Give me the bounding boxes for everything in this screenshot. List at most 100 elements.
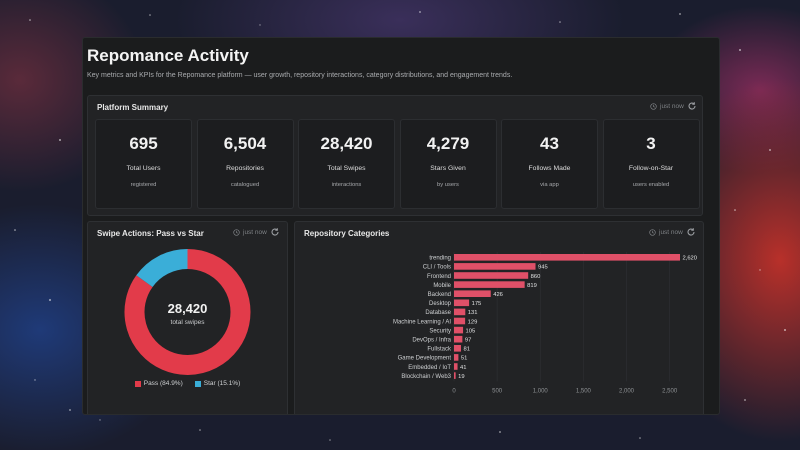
category-label: Embedded / IoT [408,365,451,371]
category-bar[interactable] [454,272,529,279]
category-bar[interactable] [454,263,536,270]
bar-value-label: 2,620 [683,256,698,262]
bar-value-label: 129 [468,319,478,325]
kpi-sublabel: by users [437,182,459,188]
category-label: Machine Learning / AI [393,319,451,325]
bar-value-label: 51 [461,356,467,362]
donut-center-value: 28,420 [168,301,208,316]
kpi-label: Follows Made [528,165,571,172]
category-bar[interactable] [454,254,680,261]
x-tick-label: 0 [452,388,456,394]
category-label: Mobile [433,283,451,289]
category-bar[interactable] [454,335,463,343]
bar-value-label: 175 [472,301,482,307]
x-tick-label: 1,000 [533,388,549,394]
kpi-label: Total Users [126,165,161,172]
kpi-card: 43 Follows Made via app [501,119,598,209]
bar-value-label: 41 [460,365,466,371]
category-bar[interactable] [454,290,491,297]
swipe-actions-updated: just now [233,229,267,236]
categories-bar-chart: 0 500 1,000 1,500 2,000 2,500 trending 2,620 CLI… [393,252,698,394]
category-label: Security [429,328,451,334]
category-label: Blockchain / Web3 [401,374,451,380]
kpi-value: 695 [129,134,158,153]
platform-summary-updated: just now [650,103,684,110]
kpi-card: 695 Total Users registered [95,119,192,209]
kpi-value: 3 [646,134,656,153]
bar-value-label: 426 [493,292,503,298]
legend-label-pass: Pass (84.9%) [143,380,183,387]
x-tick-label: 2,000 [619,388,635,394]
donut-slice-pass[interactable] [124,249,251,375]
category-label: Backend [428,292,451,298]
category-label: DevOps / Infra [412,338,451,344]
category-bar[interactable] [454,345,461,352]
kpi-card: 4,279 Stars Given by users [399,119,497,209]
category-bar[interactable] [454,326,464,334]
bar-value-label: 819 [527,283,537,289]
kpi-sublabel: users enabled [632,182,670,188]
category-bar[interactable] [454,317,466,325]
legend-item-pass[interactable]: Pass (84.9%) [134,380,183,387]
clock-icon [649,229,656,236]
category-label: Desktop [429,301,452,307]
x-tick-label: 1,500 [576,388,592,394]
donut-center-label: total swipes [171,319,206,326]
swipe-actions-title: Swipe Actions: Pass vs Star [97,229,204,238]
x-tick-label: 2,500 [662,388,678,394]
dashboard-panel: Repomance Activity Key metrics and KPIs … [82,37,720,415]
clock-icon [650,103,657,110]
kpi-card: 3 Follow-on-Star users enabled [602,119,700,209]
updated-text: just now [243,229,267,236]
page-title: Repomance Activity [87,46,249,65]
kpi-label: Follow-on-Star [628,165,674,172]
category-label: trending [429,256,451,262]
kpi-sublabel: interactions [331,182,362,188]
swipe-donut-chart: 28,420 total swipes [124,249,251,375]
category-label: CLI / Tools [423,265,451,271]
bar-value-label: 131 [468,310,478,316]
kpi-value: 4,279 [426,134,470,153]
repository-categories-card: Repository Categories just now 0 500 1,000… [294,221,704,414]
legend-swatch-pass [134,380,141,387]
category-bar[interactable] [454,354,459,361]
category-bar[interactable] [454,372,456,379]
updated-text: just now [659,229,683,236]
category-bar[interactable] [454,308,466,316]
bar-value-label: 97 [465,338,471,344]
page-subtitle: Key metrics and KPIs for the Repomance p… [87,72,513,79]
bar-value-label: 105 [466,328,476,334]
donut-slice-star[interactable] [136,249,188,288]
kpi-label: Repositories [226,165,264,172]
refresh-icon[interactable] [686,227,696,237]
category-label: Frontend [427,274,451,280]
kpi-value: 43 [540,134,559,153]
kpi-card: 6,504 Repositories catalogued [196,119,294,209]
category-bar[interactable] [454,281,525,288]
category-bar[interactable] [454,299,470,307]
clock-icon [233,229,240,236]
kpi-label: Total Swipes [327,165,366,172]
kpi-sublabel: catalogued [230,182,260,188]
updated-text: just now [660,103,684,110]
legend-item-star[interactable]: Star (15.1%) [194,380,241,387]
bar-value-label: 81 [463,347,469,353]
category-bar[interactable] [454,363,458,370]
kpi-label: Stars Given [430,165,466,172]
x-tick-label: 500 [492,388,503,394]
category-label: Database [425,310,451,316]
category-label: Game Development [398,356,452,362]
refresh-icon[interactable] [687,101,697,111]
bar-value-label: 19 [458,374,464,380]
donut-legend: Pass (84.9%) Star (15.1%) [88,380,287,387]
bar-value-label: 945 [538,265,548,271]
category-label: Fullstack [427,347,452,353]
legend-label-star: Star (15.1%) [203,380,241,387]
bar-value-label: 860 [531,274,541,280]
refresh-icon[interactable] [270,227,280,237]
kpi-card: 28,420 Total Swipes interactions [298,119,395,209]
categories-updated: just now [649,229,683,236]
repository-categories-title: Repository Categories [304,229,390,238]
kpi-sublabel: registered [130,182,157,188]
